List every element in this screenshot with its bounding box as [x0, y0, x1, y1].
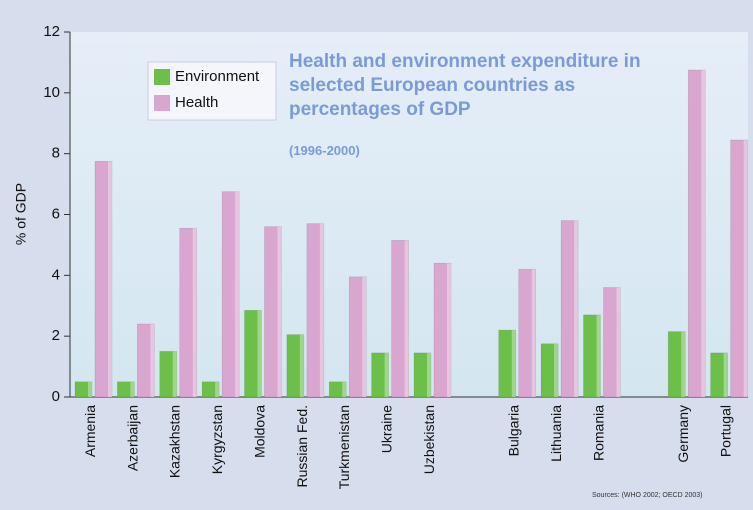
bar [371, 352, 389, 398]
bar-highlight [384, 352, 389, 397]
x-tick-label: Azerbaijan [124, 405, 140, 471]
bar-highlight [172, 351, 177, 397]
bar [117, 381, 135, 398]
x-tick-label: Lithuania [548, 405, 564, 462]
bar-highlight [215, 381, 220, 397]
bar [710, 352, 728, 398]
y-tick-label: 0 [52, 388, 60, 405]
x-tick-label: Portugal [718, 405, 734, 457]
bar [518, 268, 537, 398]
bar [264, 226, 282, 398]
bar [560, 220, 579, 398]
bar-highlight [342, 381, 347, 397]
bar-highlight [192, 228, 197, 397]
bar [687, 69, 706, 398]
bar-highlight [319, 223, 324, 397]
y-tick-label: 2 [52, 327, 60, 344]
x-tick-label: Romania [590, 405, 606, 461]
bar [179, 227, 198, 398]
bar-highlight [427, 352, 431, 397]
bar-highlight [277, 226, 282, 397]
bar-highlight [447, 263, 451, 397]
bar [433, 262, 452, 398]
bar [603, 287, 621, 398]
y-tick-label: 10 [43, 84, 60, 101]
bar-highlight [362, 276, 367, 397]
x-tick-label: Russian Fed. [294, 405, 310, 487]
bar [244, 310, 262, 398]
bar-highlight [108, 161, 112, 397]
x-tick-label: Ukraine [379, 405, 395, 453]
y-axis-label: % of GDP [13, 183, 29, 245]
legend-label: Health [175, 94, 218, 111]
bar-highlight [511, 330, 516, 397]
bar [498, 329, 517, 398]
x-tick-label: Bulgaria [506, 405, 522, 457]
bar [137, 323, 155, 398]
bar-highlight [616, 287, 621, 397]
bar [730, 139, 748, 398]
x-tick-label: Turkmenistan [336, 405, 352, 489]
legend-label: Environment [175, 68, 260, 85]
bar-highlight [554, 343, 559, 397]
bar [540, 343, 559, 398]
bar-highlight [596, 314, 601, 397]
bar [667, 331, 686, 398]
x-tick-label: Uzbekistan [421, 405, 437, 474]
bar [159, 351, 178, 398]
bar [328, 381, 347, 398]
bar-highlight [701, 70, 706, 397]
bar [583, 314, 601, 398]
chart-title: Health and environment expenditure in se… [289, 51, 641, 120]
x-tick-label: Armenia [82, 405, 98, 457]
x-tick-label: Kazakhstan [167, 405, 183, 478]
chart-subtitle: (1996-2000) [289, 143, 360, 158]
x-tick-label: Moldova [251, 405, 267, 458]
bar-highlight [299, 334, 304, 397]
source-note: Sources: (WHO 2002; OECD 2003) [592, 492, 703, 499]
bar-highlight [88, 381, 92, 397]
bar [221, 191, 240, 398]
y-tick-label: 8 [52, 145, 60, 162]
bar-highlight [723, 352, 728, 397]
bar-highlight [404, 240, 409, 397]
bar [74, 381, 93, 398]
bar-highlight [681, 331, 686, 397]
bar [94, 160, 113, 398]
bar [391, 240, 409, 398]
bar [348, 276, 367, 398]
bar-highlight [235, 191, 240, 397]
bar-highlight [130, 381, 135, 397]
bar-highlight [150, 324, 155, 397]
bar-highlight [531, 269, 536, 397]
bar [413, 352, 432, 398]
y-tick-label: 12 [43, 23, 60, 40]
legend-swatch [154, 69, 170, 85]
bar [286, 334, 305, 398]
x-tick-label: Kyrgyzstan [209, 405, 225, 474]
x-tick-label: Germany [675, 405, 691, 463]
bar [201, 381, 220, 398]
bar-highlight [743, 139, 748, 397]
y-tick-label: 4 [52, 266, 60, 283]
legend-swatch [154, 95, 170, 111]
y-tick-label: 6 [52, 205, 60, 222]
bar-highlight [574, 220, 579, 397]
bar-highlight [257, 310, 262, 397]
bar [306, 223, 325, 398]
